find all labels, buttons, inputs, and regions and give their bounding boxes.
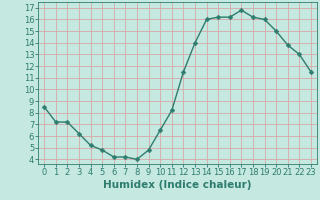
X-axis label: Humidex (Indice chaleur): Humidex (Indice chaleur) — [103, 180, 252, 190]
